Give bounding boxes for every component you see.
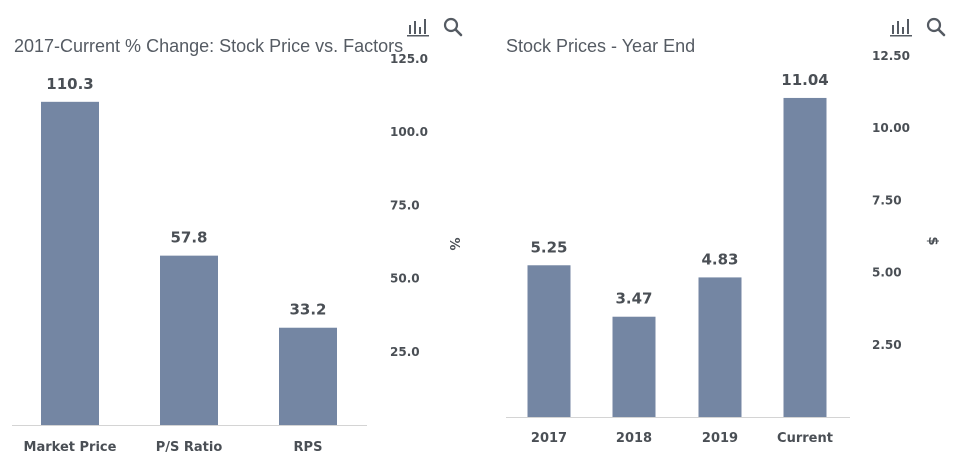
bar-current[interactable]	[783, 97, 827, 417]
y-tick-label: 50.0	[390, 272, 420, 286]
bar-p-s-ratio[interactable]	[160, 255, 218, 425]
category-label: 2017	[531, 431, 567, 446]
bar-rps[interactable]	[279, 327, 337, 425]
data-label: 110.3	[46, 75, 93, 93]
data-label: 3.47	[615, 290, 652, 308]
data-label: 11.04	[781, 71, 828, 89]
chart-panel-stock-prices: Stock Prices - Year End 5.25 2017 3.47 2018…	[480, 0, 959, 468]
y-axis-label: %	[446, 237, 461, 250]
y-tick-label: 75.0	[390, 198, 420, 212]
category-label: P/S Ratio	[156, 440, 223, 455]
y-tick-label: 2.50	[872, 338, 902, 352]
y-tick-label: 125.0	[390, 52, 428, 66]
bar-market-price[interactable]	[41, 101, 99, 426]
data-label: 57.8	[170, 229, 207, 247]
data-label: 33.2	[289, 301, 326, 319]
category-label: RPS	[294, 440, 323, 455]
y-tick-label: 5.00	[872, 266, 902, 280]
chart-panel-percent-change: 2017-Current % Change: Stock Price vs. F…	[12, 17, 465, 455]
chart-toolbar	[890, 17, 948, 37]
y-axis-label: $	[925, 236, 940, 245]
category-label: 2018	[616, 431, 652, 446]
y-tick-label: 12.50	[872, 49, 910, 63]
chart-toolbar	[407, 17, 465, 37]
category-label: Market Price	[24, 440, 117, 455]
percent-change-bar-chart: 110.3 Market Price 57.8 P/S Ratio 33.2 RPS 25.…	[12, 52, 461, 455]
stock-prices-bar-chart: 5.25 2017 3.47 2018 4.83 2019 11.04 Current 2.50…	[506, 49, 940, 446]
bar-2018[interactable]	[612, 316, 656, 417]
chart-title: 2017-Current % Change: Stock Price vs. F…	[14, 36, 404, 56]
y-tick-label: 25.0	[390, 345, 420, 359]
y-tick-label: 10.00	[872, 121, 910, 135]
data-label: 5.25	[530, 238, 567, 256]
y-tick-label: 7.50	[872, 193, 902, 207]
search-icon[interactable]	[443, 17, 465, 37]
data-label: 4.83	[701, 250, 738, 268]
bar-chart-icon[interactable]	[890, 17, 912, 37]
category-label: 2019	[702, 431, 738, 446]
bar-chart-icon[interactable]	[407, 17, 429, 37]
bar-2017[interactable]	[527, 265, 571, 417]
bar-2019[interactable]	[698, 277, 742, 417]
search-icon[interactable]	[926, 17, 948, 37]
y-tick-label: 100.0	[390, 125, 428, 139]
category-label: Current	[777, 431, 833, 446]
chart-title: Stock Prices - Year End	[506, 36, 696, 56]
